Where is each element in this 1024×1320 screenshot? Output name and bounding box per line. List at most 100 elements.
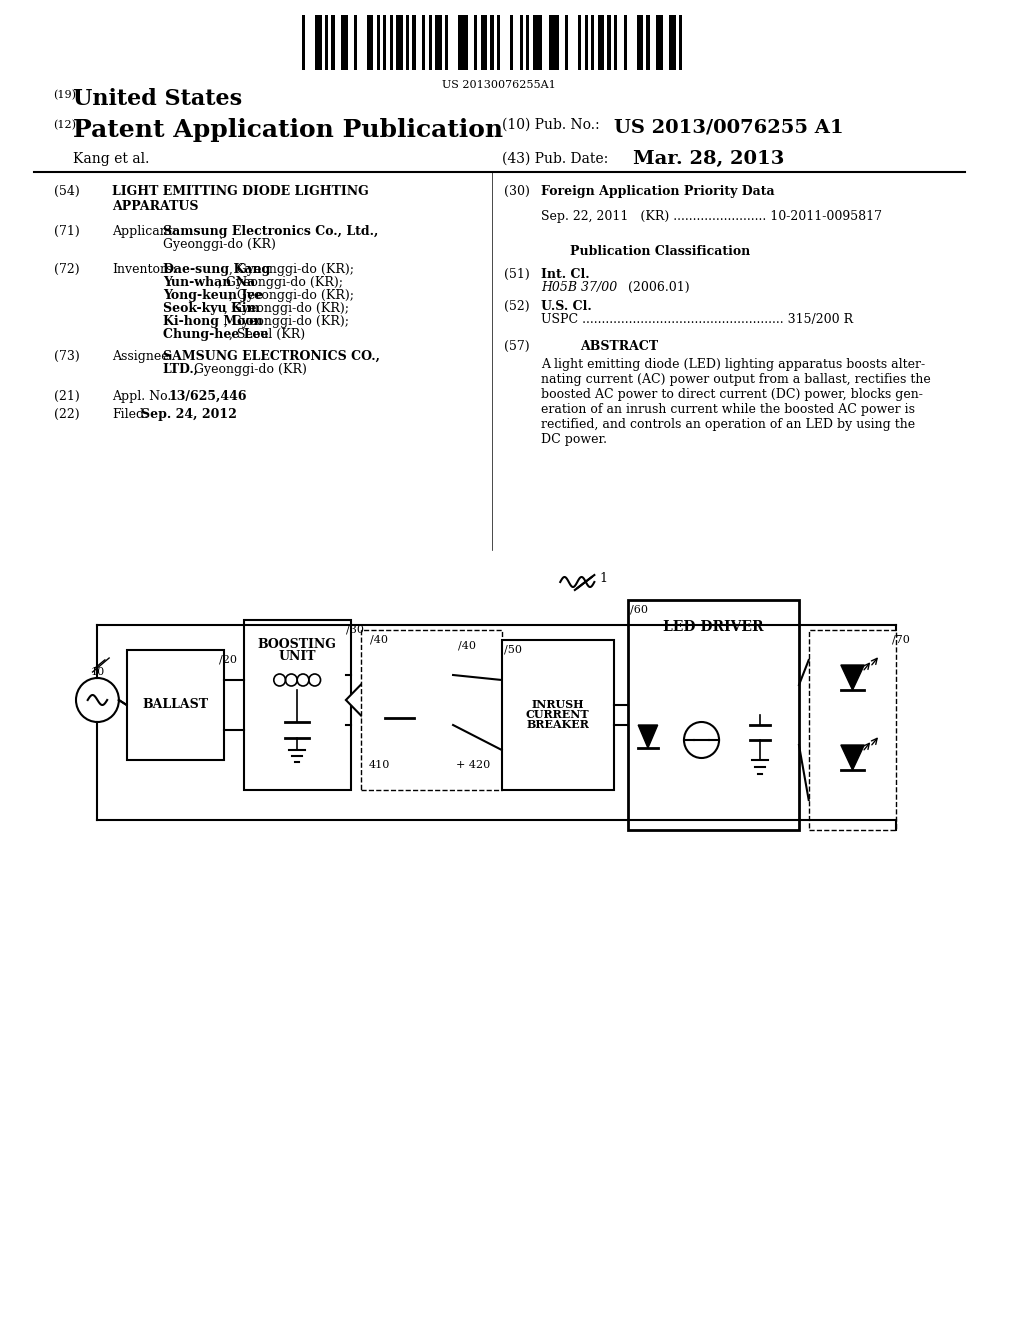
Bar — [549, 15, 559, 70]
FancyBboxPatch shape — [502, 640, 613, 789]
Text: Applicant:: Applicant: — [112, 224, 181, 238]
Text: Int. Cl.: Int. Cl. — [541, 268, 590, 281]
Bar — [480, 15, 487, 70]
Text: (72): (72) — [53, 263, 79, 276]
Text: (30): (30) — [504, 185, 529, 198]
Bar — [386, 15, 390, 70]
Bar — [637, 15, 643, 70]
Circle shape — [76, 678, 119, 722]
Text: (52): (52) — [504, 300, 529, 313]
Text: Inventors:: Inventors: — [112, 263, 176, 276]
Bar — [679, 15, 682, 70]
Bar — [500, 15, 510, 70]
Bar — [565, 15, 568, 70]
Text: + 420: + 420 — [456, 760, 490, 770]
Text: Foreign Application Priority Data: Foreign Application Priority Data — [541, 185, 774, 198]
FancyBboxPatch shape — [629, 601, 799, 830]
Bar — [383, 15, 386, 70]
Bar — [305, 15, 315, 70]
Text: , Gyeonggi-do (KR);: , Gyeonggi-do (KR); — [223, 315, 348, 327]
Bar — [669, 15, 676, 70]
Text: Gyeonggi-do (KR): Gyeonggi-do (KR) — [190, 363, 307, 376]
Text: Seok-kyu Kim: Seok-kyu Kim — [163, 302, 260, 315]
Bar — [613, 15, 617, 70]
Bar — [519, 15, 523, 70]
Text: /70: /70 — [892, 635, 909, 645]
Text: (71): (71) — [53, 224, 79, 238]
Bar — [532, 15, 543, 70]
Text: /40: /40 — [371, 635, 388, 645]
Text: Gyeonggi-do (KR): Gyeonggi-do (KR) — [163, 238, 275, 251]
Text: Chung-hee Lee: Chung-hee Lee — [163, 327, 268, 341]
Text: 410: 410 — [369, 760, 390, 770]
Bar — [591, 15, 594, 70]
Text: , Gyeonggi-do (KR);: , Gyeonggi-do (KR); — [228, 263, 353, 276]
Circle shape — [684, 722, 719, 758]
Bar — [390, 15, 393, 70]
Bar — [529, 15, 532, 70]
Bar — [406, 15, 410, 70]
Polygon shape — [638, 725, 657, 748]
Bar — [607, 15, 610, 70]
Text: INRUSH: INRUSH — [531, 700, 584, 710]
Bar — [328, 15, 332, 70]
Bar — [445, 15, 449, 70]
Text: (2006.01): (2006.01) — [629, 281, 690, 294]
Bar — [598, 15, 604, 70]
Text: , Gyeonggi-do (KR);: , Gyeonggi-do (KR); — [223, 302, 348, 315]
Bar — [559, 15, 565, 70]
Bar — [322, 15, 325, 70]
Bar — [643, 15, 646, 70]
Bar — [510, 15, 513, 70]
Text: (19): (19) — [53, 90, 77, 100]
Bar — [449, 15, 458, 70]
Bar — [582, 15, 585, 70]
Text: Yun-whan Na: Yun-whan Na — [163, 276, 255, 289]
Text: LED DRIVER: LED DRIVER — [664, 620, 764, 634]
Text: SAMSUNG ELECTRONICS CO.,: SAMSUNG ELECTRONICS CO., — [163, 350, 380, 363]
Bar — [374, 15, 377, 70]
Bar — [302, 15, 305, 70]
Text: BOOSTING: BOOSTING — [258, 638, 337, 651]
Bar — [585, 15, 588, 70]
Text: (10) Pub. No.:: (10) Pub. No.: — [502, 117, 599, 132]
Bar — [315, 15, 322, 70]
Bar — [396, 15, 402, 70]
Text: , Gyeonggi-do (KR);: , Gyeonggi-do (KR); — [228, 289, 353, 302]
Text: H05B 37/00: H05B 37/00 — [541, 281, 617, 294]
Bar — [425, 15, 429, 70]
Text: ABSTRACT: ABSTRACT — [580, 341, 657, 352]
Bar — [682, 15, 685, 70]
Text: Ki-hong Moon: Ki-hong Moon — [163, 315, 262, 327]
Text: , Gyeonggi-do (KR);: , Gyeonggi-do (KR); — [218, 276, 343, 289]
Bar — [332, 15, 335, 70]
Text: LTD.,: LTD., — [163, 363, 199, 376]
Text: Assignee:: Assignee: — [112, 350, 177, 363]
Bar — [809, 630, 896, 830]
Bar — [579, 15, 582, 70]
Bar — [474, 15, 477, 70]
Bar — [663, 15, 669, 70]
Text: 1: 1 — [599, 572, 607, 585]
Text: Dae-sung Kang: Dae-sung Kang — [163, 263, 270, 276]
Bar — [594, 15, 598, 70]
Bar — [523, 15, 526, 70]
Text: Samsung Electronics Co., Ltd.,: Samsung Electronics Co., Ltd., — [163, 224, 378, 238]
Text: (51): (51) — [504, 268, 529, 281]
Text: Sep. 22, 2011   (KR) ........................ 10-2011-0095817: Sep. 22, 2011 (KR) .....................… — [541, 210, 882, 223]
Bar — [627, 15, 637, 70]
Text: /40: /40 — [458, 640, 476, 649]
Bar — [494, 15, 497, 70]
Text: CURRENT: CURRENT — [526, 710, 590, 721]
Bar — [429, 15, 432, 70]
Polygon shape — [841, 665, 864, 690]
Bar — [377, 15, 380, 70]
Text: A light emitting diode (LED) lighting apparatus boosts alter-
nating current (AC: A light emitting diode (LED) lighting ap… — [541, 358, 931, 446]
Text: BALLAST: BALLAST — [142, 698, 208, 711]
Polygon shape — [346, 645, 453, 755]
Bar — [367, 15, 374, 70]
Bar — [402, 15, 406, 70]
Text: Yong-keun Jee: Yong-keun Jee — [163, 289, 263, 302]
Text: Filed:: Filed: — [112, 408, 148, 421]
Text: (54): (54) — [53, 185, 79, 198]
